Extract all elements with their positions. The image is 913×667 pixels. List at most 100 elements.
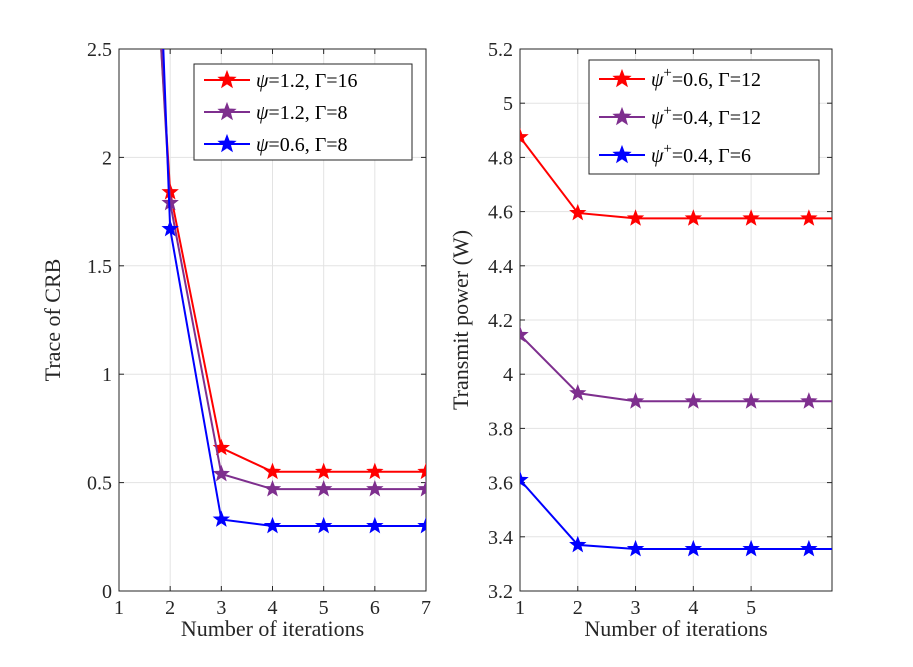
right-chart-panel: 1 2 3 4 5 3.2 3.4 3.6 3.8 4 4.2 4.4 4.6 4.8 5 5.2 Number… — [448, 39, 833, 641]
right-y-tick-label: 4.4 — [488, 256, 513, 278]
left-legend-text: =0.6, Γ=8 — [268, 134, 347, 156]
right-x-tick-label: 3 — [631, 597, 641, 619]
left-series-2-point — [314, 479, 333, 497]
right-y-tick-label: 4 — [503, 364, 513, 386]
right-x-tick-label: 1 — [515, 597, 525, 619]
right-legend-marker-2 — [612, 106, 632, 126]
right-y-tick-label: 4.8 — [488, 147, 513, 169]
left-legend-symbol: ψ — [256, 102, 269, 124]
right-legend-label-2: ψ+=0.4, Γ=12 — [651, 103, 761, 129]
left-legend-symbol: ψ — [256, 70, 269, 92]
left-x-axis-label: Number of iterations — [181, 616, 364, 641]
right-series-1-point — [684, 209, 703, 226]
left-y-tick-label: 1.5 — [87, 256, 112, 278]
right-series-line-3 — [520, 479, 832, 550]
right-y-tick-label: 4.6 — [488, 202, 513, 224]
left-series-group — [160, 49, 426, 534]
right-legend-symbol: ψ — [651, 145, 664, 167]
right-series-line-2 — [520, 334, 832, 403]
left-legend-symbol: ψ — [256, 134, 269, 156]
right-y-tick-label: 4.2 — [488, 310, 513, 332]
right-x-tick-label: 4 — [688, 597, 698, 619]
right-y-tick-label: 3.8 — [488, 418, 513, 440]
left-x-tick-label: 4 — [268, 597, 278, 619]
left-series-2-point — [212, 464, 231, 482]
right-legend-superscript: + — [663, 141, 671, 157]
left-series-3-point — [314, 516, 333, 534]
left-x-tick-label: 5 — [319, 597, 329, 619]
left-x-tick-label: 7 — [421, 597, 431, 619]
left-series-3-point — [366, 516, 384, 534]
right-legend-text: =0.6, Γ=12 — [672, 69, 761, 91]
right-x-tick-label: 2 — [573, 597, 583, 619]
left-legend-marker-2 — [217, 101, 237, 121]
left-y-tick-label: 0.5 — [87, 473, 112, 495]
left-x-tick-label: 3 — [216, 597, 226, 619]
right-x-tick-label: 5 — [746, 597, 756, 619]
left-series-1-point — [314, 462, 333, 480]
left-legend-text: =1.2, Γ=16 — [268, 70, 357, 92]
right-series-3-point — [569, 535, 587, 553]
right-series-2-point — [800, 392, 818, 409]
left-series-3-point — [212, 510, 231, 527]
right-series-2-point — [520, 325, 529, 343]
right-series-3-point — [800, 539, 818, 557]
right-series-1-point — [742, 209, 760, 226]
right-series-2-point — [684, 392, 703, 409]
left-legend-label-3: ψ=0.6, Γ=8 — [256, 134, 348, 156]
right-legend-label-1: ψ+=0.6, Γ=12 — [651, 65, 761, 91]
left-legend-label-1: ψ=1.2, Γ=16 — [256, 70, 358, 92]
right-series-1-point — [569, 203, 587, 221]
right-legend-superscript: + — [663, 103, 671, 119]
right-legend-marker-1 — [612, 68, 632, 88]
left-legend-marker-1 — [217, 69, 237, 89]
right-legend-label-3: ψ+=0.4, Γ=6 — [651, 141, 751, 167]
right-series-group — [520, 127, 832, 557]
left-legend-text: =1.2, Γ=8 — [268, 102, 347, 124]
left-series-2-point — [263, 479, 282, 497]
right-series-3-point — [626, 539, 645, 557]
left-ticks: 1 2 3 4 5 6 7 0 0.5 1 1.5 2 2.5 — [87, 39, 431, 619]
left-series-3-point — [263, 516, 282, 534]
left-series-1-point — [366, 462, 384, 480]
right-series-3-point — [684, 539, 703, 557]
left-series-3-point — [161, 219, 179, 237]
right-y-tick-label: 3.4 — [488, 527, 513, 549]
left-legend-label-2: ψ=1.2, Γ=8 — [256, 102, 348, 124]
right-legend-symbol: ψ — [651, 69, 664, 91]
left-series-1-point — [263, 462, 282, 480]
left-legend: ψ=1.2, Γ=16ψ=1.2, Γ=8ψ=0.6, Γ=8 — [193, 63, 413, 161]
left-chart-panel: 1 2 3 4 5 6 7 0 0.5 1 1.5 2 2.5 Number of iterations T… — [40, 39, 431, 641]
right-y-tick-label: 5.2 — [488, 39, 513, 61]
left-x-tick-label: 1 — [114, 597, 124, 619]
right-series-1-point — [520, 127, 529, 145]
left-series-1-point — [417, 462, 426, 480]
left-y-tick-label: 1 — [102, 364, 112, 386]
right-y-tick-label: 5 — [503, 93, 513, 115]
right-y-axis-label: Transmit power (W) — [448, 230, 473, 410]
left-series-2-point — [417, 479, 426, 497]
right-legend-symbol: ψ — [651, 107, 664, 129]
right-series-3-point — [520, 470, 529, 488]
left-series-2-point — [366, 479, 384, 497]
right-y-tick-label: 3.6 — [488, 473, 513, 495]
right-series-1-point — [626, 209, 645, 226]
left-x-tick-label: 6 — [370, 597, 380, 619]
left-y-axis-label: Trace of CRB — [40, 259, 65, 382]
right-series-2-point — [569, 384, 587, 401]
right-series-3-point — [742, 539, 760, 557]
left-legend-marker-3 — [217, 133, 237, 153]
right-series-1-point — [800, 209, 818, 226]
right-y-tick-label: 3.2 — [488, 581, 513, 603]
right-legend-text: =0.4, Γ=6 — [672, 145, 751, 167]
left-y-tick-label: 0 — [102, 581, 112, 603]
left-y-tick-label: 2.5 — [87, 39, 112, 61]
right-x-axis-label: Number of iterations — [584, 616, 767, 641]
right-series-2-point — [742, 392, 760, 409]
right-legend: ψ+=0.6, Γ=12ψ+=0.4, Γ=12ψ+=0.4, Γ=6 — [588, 59, 820, 175]
right-ticks: 1 2 3 4 5 3.2 3.4 3.6 3.8 4 4.2 4.4 4.6 4.8 5 5.2 — [488, 39, 832, 619]
left-series-3-point — [417, 516, 426, 534]
left-y-tick-label: 2 — [102, 147, 112, 169]
right-legend-superscript: + — [663, 65, 671, 81]
